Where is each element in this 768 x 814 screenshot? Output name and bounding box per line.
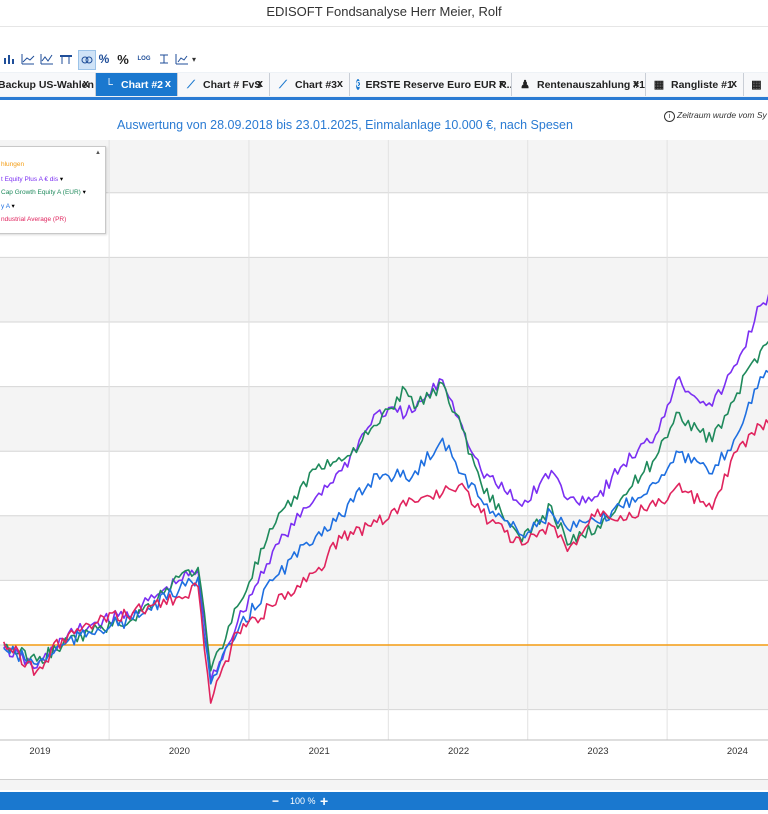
tab-chart-2[interactable]: └ Chart #2 x xyxy=(96,73,178,96)
line-chart[interactable]: 2019 2020 2021 2022 2023 2024 xyxy=(0,140,768,766)
chart-title: Auswertung von 28.09.2018 bis 23.01.2025… xyxy=(117,118,573,132)
chevron-down-icon[interactable]: ▾ xyxy=(191,54,196,64)
legend-label: t Equity Plus A € dis xyxy=(1,176,59,183)
chart-options-icon[interactable] xyxy=(174,50,190,68)
line-chart-icon[interactable] xyxy=(39,50,55,68)
series-line xyxy=(2,419,768,704)
status-bar: − 100 % + xyxy=(0,792,768,810)
tab-backup-us-wahlen[interactable]: Backup US-Wahlen x xyxy=(0,73,96,96)
series-line xyxy=(3,369,768,685)
window-title: EDISOFT Fondsanalyse Herr Meier, Rolf xyxy=(266,4,502,19)
tab-erste-reserve[interactable]: € ERSTE Reserve Euro EUR R... x xyxy=(350,73,512,96)
tab-label: Rangliste #1 xyxy=(671,78,733,91)
legend-item[interactable]: Cap Growth Equity A (EUR) ▾ xyxy=(1,188,86,196)
close-icon[interactable]: x xyxy=(498,78,505,90)
legend-label: ndustrial Average (PR) xyxy=(1,216,67,223)
tab-overflow[interactable]: ▦ xyxy=(744,73,768,96)
zoom-out-button[interactable]: − xyxy=(272,794,280,808)
zoom-in-button[interactable]: + xyxy=(320,793,329,809)
chart-legend[interactable]: ▲ hlungen t Equity Plus A € dis ▾ Cap Gr… xyxy=(0,146,106,234)
x-tick-label: 2020 xyxy=(169,746,190,757)
line-chart-icon: ⟋ xyxy=(279,78,287,91)
chart-toolbar: % % LOG ▾ xyxy=(0,48,768,70)
legend-item[interactable]: t Equity Plus A € dis ▾ xyxy=(1,175,63,183)
collapse-icon[interactable]: ▲ xyxy=(95,150,101,156)
title-bar: EDISOFT Fondsanalyse Herr Meier, Rolf xyxy=(0,0,768,27)
tab-label: ERSTE Reserve Euro EUR R... xyxy=(365,78,512,91)
info-note: i Zeitraum wurde vom Sy xyxy=(664,110,767,122)
grid-band xyxy=(0,386,768,452)
grid-band xyxy=(0,515,768,581)
tab-label: Backup US-Wahlen xyxy=(0,78,94,91)
tab-rangliste-1[interactable]: ▦ Rangliste #1 x xyxy=(646,73,744,96)
close-icon[interactable]: x xyxy=(256,78,263,90)
close-icon[interactable]: x xyxy=(82,78,89,90)
series-line xyxy=(3,340,768,672)
tab-label: Chart #3 xyxy=(295,78,338,91)
link-icon[interactable] xyxy=(78,50,96,70)
close-icon[interactable]: x xyxy=(164,78,171,90)
area-chart-icon[interactable] xyxy=(58,50,74,68)
tab-label: Chart # FvS xyxy=(203,78,262,91)
percent-icon[interactable]: % xyxy=(117,51,129,67)
legend-label: Cap Growth Equity A (EUR) xyxy=(1,189,81,196)
close-icon[interactable]: x xyxy=(730,78,737,90)
log-scale-icon[interactable]: LOG xyxy=(137,56,151,62)
table-icon: ▦ xyxy=(653,78,665,91)
chevron-down-icon[interactable]: ▾ xyxy=(11,203,15,210)
horizontal-scrollbar[interactable] xyxy=(0,779,768,790)
column-chart-icon[interactable] xyxy=(20,50,36,68)
line-chart-icon: └ xyxy=(105,78,113,91)
tab-label: Chart #2 xyxy=(121,78,164,91)
info-note-text: Zeitraum wurde vom Sy xyxy=(677,110,767,120)
tab-rentenauszahlung[interactable]: ♟ Rentenauszahlung #1 x xyxy=(512,73,646,96)
table-icon: ▦ xyxy=(751,78,762,91)
x-tick-label: 2021 xyxy=(309,746,330,757)
zoom-level: 100 % xyxy=(290,796,316,806)
tab-chart-3[interactable]: ⟋ Chart #3 x xyxy=(270,73,350,96)
percent-icon[interactable]: % xyxy=(98,52,110,66)
axis-icon[interactable] xyxy=(157,50,171,68)
close-icon[interactable]: x xyxy=(632,78,639,90)
x-tick-label: 2022 xyxy=(448,746,469,757)
chevron-down-icon[interactable]: ▾ xyxy=(82,189,86,196)
chevron-down-icon[interactable]: ▾ xyxy=(59,176,64,183)
legend-item[interactable]: ndustrial Average (PR) xyxy=(1,216,66,223)
legend-item[interactable]: hlungen xyxy=(1,161,24,168)
legend-item[interactable]: y A ▾ xyxy=(1,202,15,210)
line-chart-icon: ⟋ xyxy=(187,78,195,91)
grid-band xyxy=(0,645,768,710)
close-icon[interactable]: x xyxy=(336,78,343,90)
grid-band xyxy=(0,257,768,322)
bar-chart-icon[interactable] xyxy=(2,50,16,68)
x-tick-label: 2019 xyxy=(29,746,50,757)
x-tick-label: 2023 xyxy=(587,746,608,757)
grid-band xyxy=(0,140,768,193)
person-icon: ♟ xyxy=(520,78,530,91)
info-icon: i xyxy=(664,111,675,122)
tab-label: Rentenauszahlung #1 xyxy=(537,78,645,91)
x-tick-label: 2024 xyxy=(727,746,748,757)
legend-label: hlungen xyxy=(1,161,25,168)
document-tabs: Backup US-Wahlen x └ Chart #2 x ⟋ Chart … xyxy=(0,72,768,100)
tab-chart-fvs[interactable]: ⟋ Chart # FvS x xyxy=(178,73,270,96)
euro-icon: € xyxy=(356,79,361,90)
legend-label: y A xyxy=(1,203,10,210)
